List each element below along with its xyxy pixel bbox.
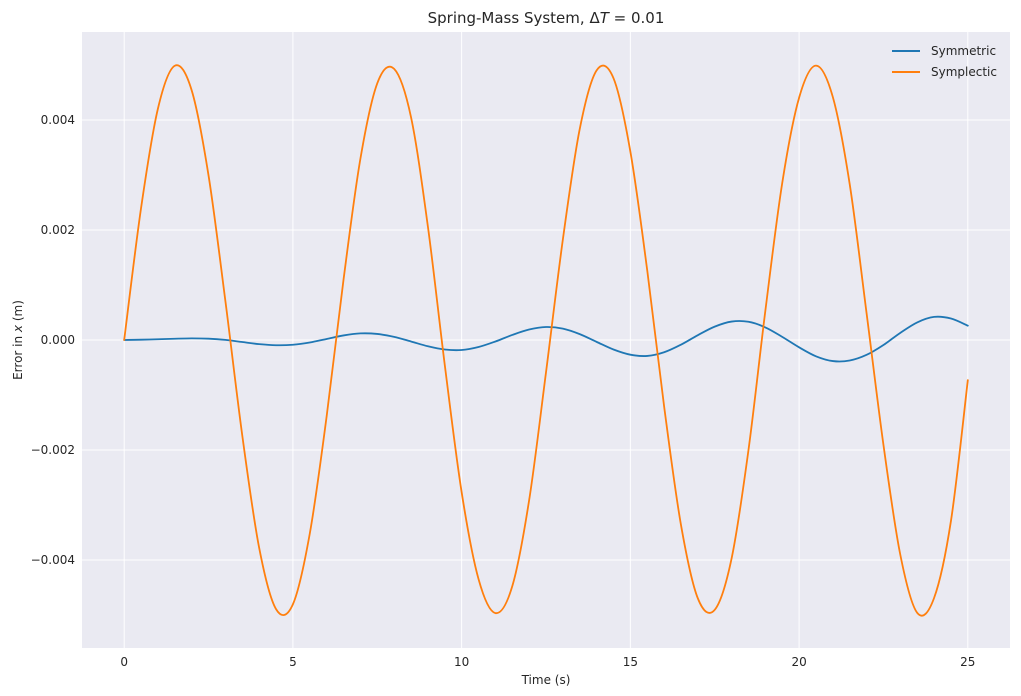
y-tick-label: 0.000	[41, 333, 75, 347]
y-tick-label: −0.004	[31, 553, 75, 567]
x-tick-label: 15	[623, 655, 638, 669]
chart-title: Spring-Mass System, ΔT = 0.01	[428, 9, 665, 27]
y-tick-label: 0.004	[41, 113, 75, 127]
legend-label-symplectic: Symplectic	[931, 65, 997, 79]
x-tick-label: 5	[289, 655, 297, 669]
legend-label-symmetric: Symmetric	[931, 44, 996, 58]
x-tick-label: 10	[454, 655, 469, 669]
x-axis-label: Time (s)	[521, 673, 571, 687]
series-line-symplectic	[123, 64, 969, 617]
y-tick-label: 0.002	[41, 223, 75, 237]
series-line-symmetric	[123, 315, 969, 363]
x-axis-ticks: 0 5 10 15 20 25	[120, 655, 975, 669]
y-tick-label: −0.002	[31, 443, 75, 457]
y-axis-ticks: −0.004 −0.002 0.000 0.002 0.004	[31, 113, 75, 567]
x-tick-label: 20	[791, 655, 806, 669]
series-layer	[123, 64, 969, 617]
legend: Symmetric Symplectic	[892, 44, 997, 79]
y-axis-label: Error in x (m)	[11, 300, 25, 380]
x-tick-label: 25	[960, 655, 975, 669]
x-tick-label: 0	[120, 655, 128, 669]
